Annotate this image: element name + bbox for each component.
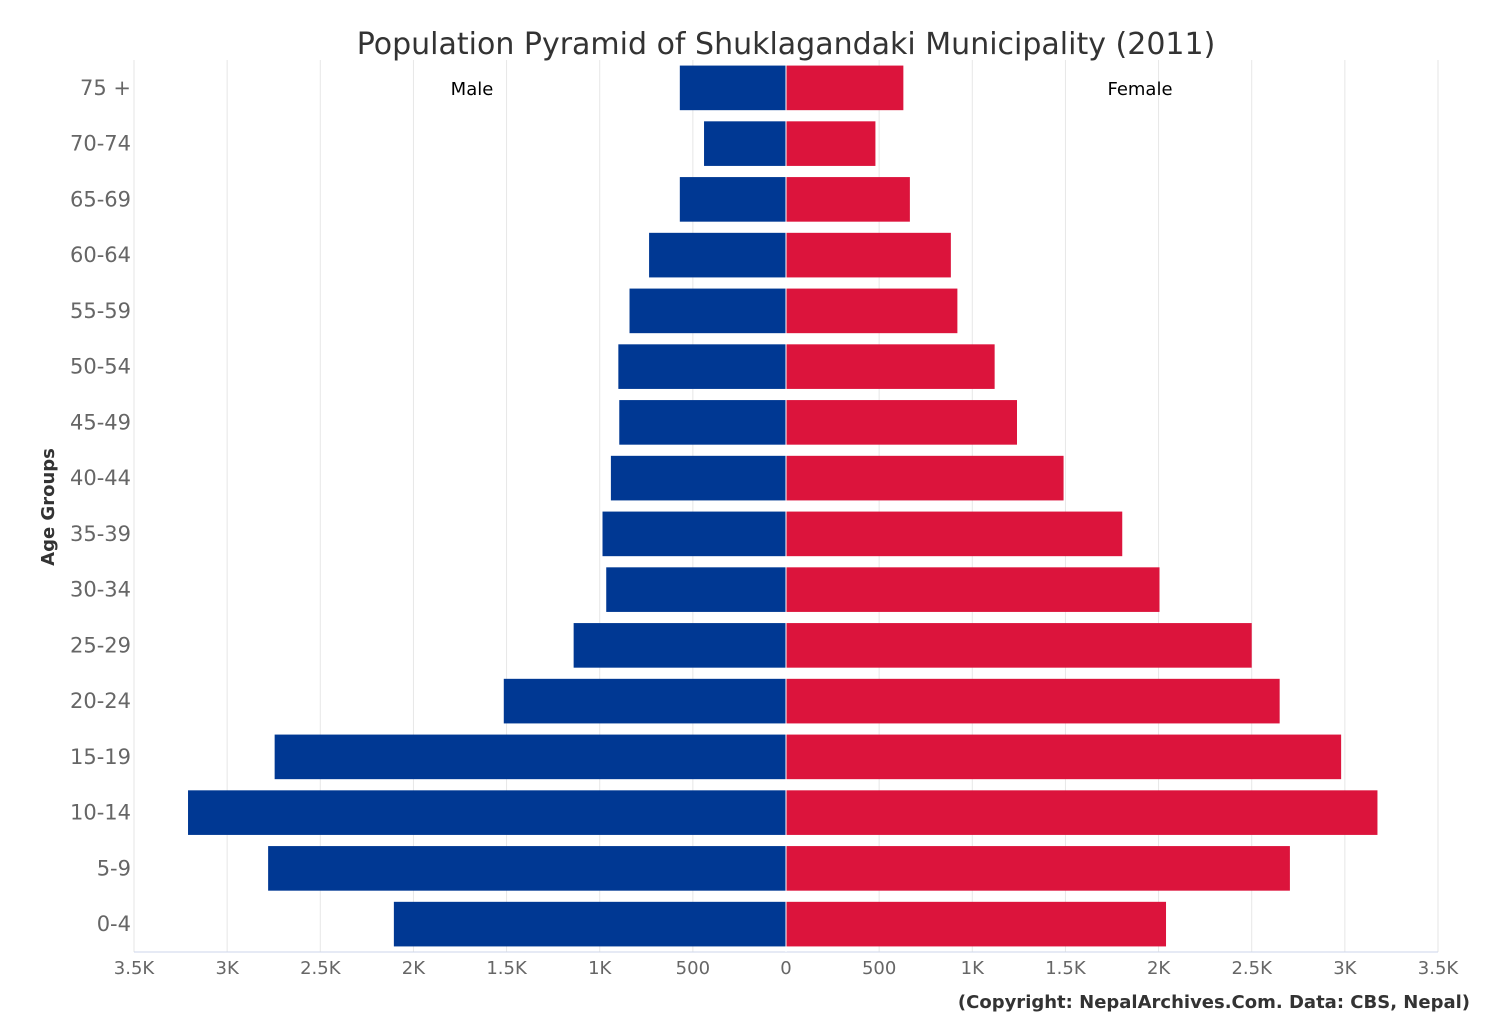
x-tick-label: 1.5K: [1045, 958, 1087, 979]
bar-female-40-44: [786, 455, 1064, 501]
bars: [188, 60, 1378, 952]
x-tick-label: 2.5K: [300, 958, 342, 979]
category-label: 45-49: [70, 410, 131, 434]
x-tick-label: 1.5K: [486, 958, 528, 979]
x-tick-labels: 3.5K 3K 2.5K 2K 1.5K 1K 500 0 500 1K 1.5K 2K 2.5K 3K 3…: [114, 958, 1460, 979]
category-label: 25-29: [70, 633, 131, 657]
bar-female-30-34: [786, 567, 1160, 612]
x-tick-label: 3.5K: [114, 958, 156, 979]
category-label: 60-64: [70, 243, 131, 267]
bar-female-35-39: [786, 511, 1123, 557]
bar-female-15-19: [786, 734, 1342, 780]
bar-female-50-54: [786, 344, 995, 389]
x-tick-label: 500: [862, 958, 896, 979]
bar-male-70-74: [704, 121, 786, 166]
bar-female-65-69: [786, 177, 910, 222]
bar-male-0-4: [393, 901, 786, 947]
bar-female-45-49: [786, 400, 1017, 445]
category-label: 70-74: [70, 132, 131, 156]
bar-female-60-64: [786, 232, 951, 278]
bar-male-20-24: [503, 678, 786, 724]
category-label: 55-59: [70, 299, 131, 323]
bar-male-50-54: [618, 344, 786, 389]
bar-female-20-24: [786, 678, 1280, 724]
bar-male-35-39: [602, 511, 786, 557]
x-tick-label: 1K: [961, 958, 985, 979]
y-axis-label: Age Groups: [38, 448, 59, 566]
category-label: 15-19: [70, 745, 131, 769]
bar-female-25-29: [786, 623, 1252, 668]
bar-male-15-19: [274, 734, 786, 780]
category-label: 35-39: [70, 522, 131, 546]
bar-female-0-4: [786, 901, 1167, 947]
category-label: 50-54: [70, 355, 131, 379]
bar-female-5-9: [786, 846, 1290, 891]
bar-female-10-14: [786, 790, 1378, 835]
x-tick-label: 0: [780, 958, 791, 979]
bar-male-10-14: [188, 790, 787, 835]
bar-male-45-49: [619, 400, 786, 445]
x-tick-label: 1K: [588, 958, 612, 979]
series-label-female: Female: [1107, 79, 1172, 100]
category-label: 20-24: [70, 689, 131, 713]
bar-female-70-74: [786, 121, 876, 166]
category-labels: 75 + 70-74 65-69 60-64 55-59 50-54 45-49 40-44 3…: [70, 76, 131, 936]
x-tick-label: 2K: [1147, 958, 1171, 979]
category-label: 30-34: [70, 578, 131, 602]
category-label: 5-9: [97, 856, 131, 880]
bar-male-40-44: [610, 455, 786, 501]
x-tick-label: 3.5K: [1418, 958, 1460, 979]
bar-female-75: [786, 65, 904, 111]
bar-female-55-59: [786, 288, 958, 334]
x-tick-label: 3K: [1333, 958, 1357, 979]
bar-male-55-59: [629, 288, 786, 334]
x-tick-label: 2.5K: [1231, 958, 1273, 979]
bar-male-5-9: [268, 846, 786, 891]
bar-male-65-69: [679, 177, 786, 222]
x-tick-label: 500: [676, 958, 710, 979]
x-tick-label: 2K: [402, 958, 426, 979]
category-label: 75 +: [80, 76, 131, 100]
category-label: 0-4: [97, 912, 131, 936]
category-label: 40-44: [70, 466, 131, 490]
series-label-male: Male: [451, 79, 494, 100]
chart-credit: (Copyright: NepalArchives.Com. Data: CBS…: [958, 992, 1470, 1013]
category-label: 10-14: [70, 801, 131, 825]
bar-male-60-64: [649, 232, 786, 278]
chart-title: Population Pyramid of Shuklagandaki Muni…: [357, 27, 1216, 62]
category-label: 65-69: [70, 187, 131, 211]
bar-male-30-34: [606, 567, 786, 612]
bar-male-75: [679, 65, 786, 111]
bar-male-25-29: [573, 623, 786, 668]
x-tick-label: 3K: [216, 958, 240, 979]
